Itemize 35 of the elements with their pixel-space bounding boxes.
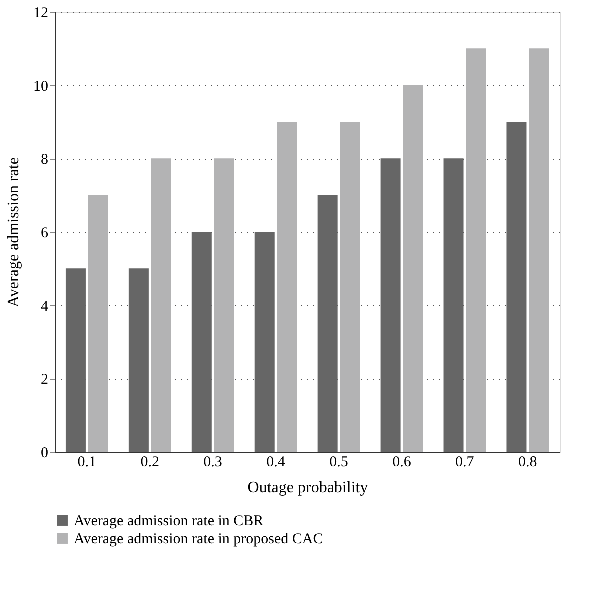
bar [444, 158, 464, 452]
y-tick-label: 8 [41, 152, 48, 168]
bar [318, 195, 338, 452]
bar [151, 158, 172, 452]
legend-label: Average admission rate in proposed CAC [74, 532, 324, 548]
bar [88, 195, 108, 452]
y-tick-label: 12 [34, 6, 48, 22]
bar [66, 268, 86, 452]
bar [192, 232, 212, 452]
bar [403, 85, 424, 452]
x-tick-label: 0.2 [140, 454, 160, 470]
bar [466, 48, 486, 452]
bar [340, 122, 360, 452]
y-tick-label: 0 [41, 446, 48, 462]
x-tick-label: 0.1 [78, 454, 96, 470]
y-tick-label: 10 [34, 78, 48, 95]
bar [277, 122, 298, 452]
y-tick-label: 2 [41, 372, 48, 388]
x-tick-label: 0.8 [518, 454, 538, 470]
x-tick-label: 0.7 [456, 454, 475, 470]
bar [529, 48, 550, 452]
x-tick-label: 0.5 [330, 454, 348, 470]
x-axis-title: Outage probability [248, 480, 368, 496]
bar [380, 158, 401, 452]
y-tick-label: 4 [41, 298, 49, 315]
bar [128, 268, 149, 452]
x-tick-label: 0.4 [266, 454, 286, 470]
y-tick-label: 6 [41, 226, 49, 242]
x-tick-label: 0.6 [392, 454, 412, 470]
bar [506, 122, 527, 452]
x-tick-label: 0.3 [204, 454, 222, 470]
bar [254, 232, 275, 452]
y-axis-title: Average admission rate [6, 158, 22, 308]
legend-label: Average admission rate in CBR [74, 514, 264, 530]
bar [214, 158, 234, 452]
